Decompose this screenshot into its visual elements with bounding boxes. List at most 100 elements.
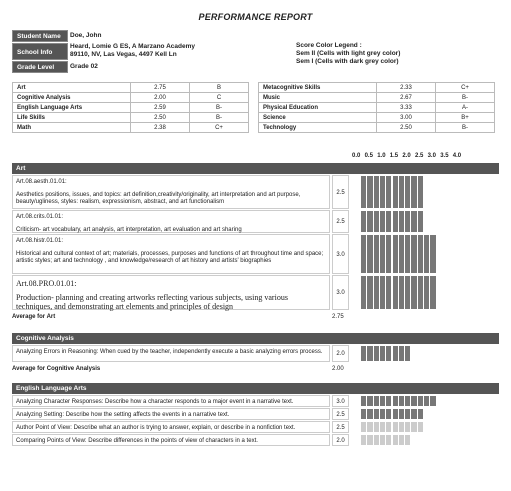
standard-description: Art.08.PRO.01.01: Production- planning an… <box>12 275 330 311</box>
standard-code: Art.08.aesth.01.01: <box>16 179 67 185</box>
standard-description: Art.08.histr.01.01: Historical and cultur… <box>12 234 330 274</box>
axis-tick: 2.0 <box>402 153 411 159</box>
score-bar-cell <box>392 176 399 208</box>
report-title: PERFORMANCE REPORT <box>198 12 313 22</box>
subject-score: 2.59 <box>130 102 190 113</box>
score-bar-cell <box>398 235 406 273</box>
standard-score: 3.0 <box>332 234 349 274</box>
score-bar-cell <box>392 422 399 432</box>
score-bar-cell <box>417 422 424 432</box>
standard-description: Analyzing Character Responses: Describe … <box>12 395 330 407</box>
score-bar-cell <box>405 396 412 406</box>
score-bar-cell <box>361 211 368 232</box>
standard-code: Art.08.crits.01.01: <box>16 214 64 220</box>
score-bar-cell <box>405 276 412 309</box>
score-bar-cell <box>417 396 424 406</box>
score-bar-cell <box>405 435 412 445</box>
legend-sem2: Sem II (Cells with light grey color) <box>296 50 401 57</box>
score-bar-cell <box>379 211 387 232</box>
score-bar-cell <box>398 276 406 309</box>
score-bar-cell <box>386 396 393 406</box>
subject-score: 3.00 <box>376 112 436 123</box>
standard-text: Analyzing Setting: Describe how the sett… <box>16 412 230 418</box>
score-bar-cell <box>367 435 374 445</box>
axis-tick: 1.5 <box>389 153 399 159</box>
score-bar-cell <box>424 276 431 309</box>
score-bar-cell <box>411 176 418 208</box>
score-bar-cell <box>367 409 374 419</box>
standard-score: 2.0 <box>332 434 349 446</box>
score-bar-cell <box>398 396 406 406</box>
score-bar-cell <box>386 422 393 432</box>
section-average-label: Average for Cognitive Analysis <box>12 366 101 372</box>
score-bar-cell <box>386 176 393 208</box>
score-bar-cell <box>392 211 399 232</box>
standard-code: Art.08.histr.01.01: <box>16 238 64 244</box>
axis-tick: 3.5 <box>440 153 449 159</box>
score-bar-cell <box>373 211 380 232</box>
subject-grade: C+ <box>435 82 495 93</box>
score-bar-cell <box>411 422 418 432</box>
score-row: Technology 2.50 B- <box>258 122 495 133</box>
score-bar-cell <box>379 396 387 406</box>
score-bar-cell <box>367 346 374 361</box>
subject-name: Art <box>12 82 131 93</box>
score-bar-cell <box>417 276 424 309</box>
standard-score: 2.0 <box>332 345 349 362</box>
subject-grade: B+ <box>435 112 495 123</box>
score-bar-cell <box>417 211 424 232</box>
score-bar-cell <box>405 176 412 208</box>
score-bar-cell <box>361 176 368 208</box>
standard-text: Production- planning and creating artwor… <box>16 293 288 311</box>
subject-score: 2.75 <box>130 82 190 93</box>
standard-text: Comparing Points of View: Describe diffe… <box>16 438 258 444</box>
score-row: Metacognitive Skills 2.33 C+ <box>258 82 495 93</box>
student-name: Doe, John <box>70 32 102 39</box>
standard-score: 3.0 <box>332 395 349 407</box>
legend-sem1: Sem I (Cells with dark grey color) <box>296 58 399 65</box>
score-bar-cell <box>373 409 380 419</box>
axis-tick: 0.0 <box>352 153 361 159</box>
grade-level: Grade 02 <box>70 63 98 70</box>
score-bar-cell <box>361 409 368 419</box>
subject-name: Science <box>258 112 377 123</box>
score-bar-cell <box>361 422 368 432</box>
subject-name: English Language Arts <box>12 102 131 113</box>
subject-grade: B <box>189 82 249 93</box>
axis-tick: 4.0 <box>452 153 462 159</box>
axis-tick: 3.0 <box>427 153 436 159</box>
score-bar-cell <box>379 422 387 432</box>
standard-text: Analyzing Errors in Reasoning: When cued… <box>16 349 323 355</box>
score-bar-cell <box>392 346 399 361</box>
score-bar-cell <box>398 211 406 232</box>
score-bar-cell <box>405 422 412 432</box>
standard-score: 2.5 <box>332 408 349 420</box>
section-average-value: 2.00 <box>332 366 344 372</box>
score-bar-cell <box>411 235 418 273</box>
score-bar-cell <box>411 409 418 419</box>
standard-code: Art.08.PRO.01.01: <box>16 279 77 288</box>
subject-score: 2.67 <box>376 92 436 103</box>
grade-level-label: Grade Level <box>12 61 68 73</box>
subject-score: 2.00 <box>130 92 190 103</box>
subject-name: Music <box>258 92 377 103</box>
subject-name: Life Skills <box>12 112 131 123</box>
standard-score: 2.5 <box>332 175 349 209</box>
subject-score: 2.50 <box>130 112 190 123</box>
score-bar-cell <box>373 396 380 406</box>
score-bar-cell <box>398 346 406 361</box>
subject-score: 2.33 <box>376 82 436 93</box>
subject-score: 2.38 <box>130 122 190 133</box>
standard-score: 2.5 <box>332 421 349 433</box>
score-bar-cell <box>367 422 374 432</box>
score-bar-cell <box>361 235 368 273</box>
section-header: Art <box>12 163 499 174</box>
score-bar-cell <box>379 409 387 419</box>
section-average-value: 2.75 <box>332 314 344 320</box>
score-row: English Language Arts 2.59 B- <box>12 102 249 113</box>
score-bar-cell <box>392 409 399 419</box>
score-bar-cell <box>417 235 424 273</box>
score-bar-cell <box>379 276 387 309</box>
school-line1: Heard, Lomie G ES, A Marzano Academy <box>70 43 195 50</box>
score-bar-cell <box>392 396 399 406</box>
